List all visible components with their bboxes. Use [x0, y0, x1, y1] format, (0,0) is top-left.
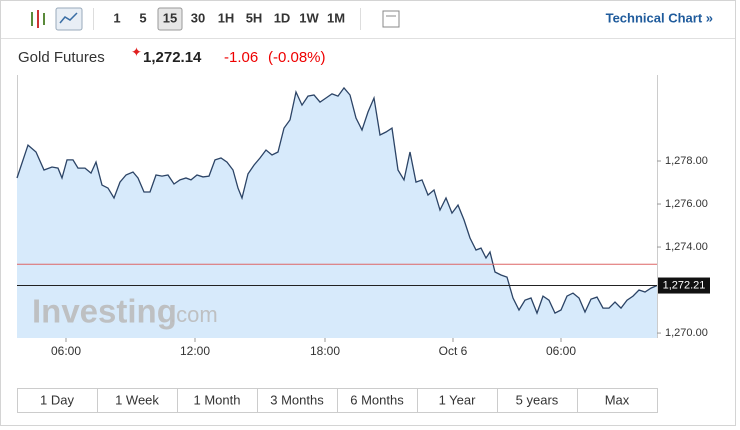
range-label[interactable]: 1 Day [40, 392, 74, 407]
range-label[interactable]: 3 Months [270, 392, 324, 407]
y-tick-label: 1,278.00 [665, 155, 708, 167]
instrument-name: Gold Futures [18, 49, 105, 66]
change-percent: (-0.08%) [268, 49, 326, 66]
interval-selected[interactable] [157, 7, 183, 31]
interval-button[interactable]: 1H [218, 10, 235, 25]
watermark-suffix: .com [170, 302, 218, 327]
y-tick-label: 1,276.00 [665, 198, 708, 210]
interval-button[interactable]: 1 [113, 10, 120, 25]
price-line [16, 86, 658, 315]
interval-button[interactable]: 15 [163, 10, 177, 25]
interval-button[interactable]: 5H [246, 10, 263, 25]
area [17, 87, 657, 339]
range-label[interactable]: 1 Year [439, 392, 477, 407]
alert-icon: ✦ [131, 44, 142, 59]
range-label[interactable]: 1 Month [194, 392, 241, 407]
last-price-label: 1,272.21 [663, 279, 706, 291]
range-label[interactable]: 6 Months [350, 392, 404, 407]
range-button[interactable] [337, 388, 418, 413]
range-label[interactable]: Max [605, 392, 630, 407]
settings-icon[interactable] [382, 10, 400, 28]
range-button[interactable] [497, 388, 578, 413]
x-tick-label: Oct 6 [439, 344, 468, 358]
watermark-brand: Investing [32, 293, 177, 330]
y-tick-label: 1,270.00 [665, 327, 708, 339]
x-tick-label: 18:00 [310, 344, 340, 358]
interval-button[interactable]: 1W [299, 10, 319, 25]
price: 1,272.14 [143, 49, 202, 66]
range-button[interactable] [17, 388, 98, 413]
x-tick-label: 06:00 [51, 344, 81, 358]
range-button[interactable] [257, 388, 338, 413]
change: -1.06 [224, 49, 258, 66]
interval-button[interactable]: 1M [327, 10, 345, 25]
technical-chart-link[interactable]: Technical Chart » [606, 10, 713, 25]
candle-icon[interactable] [31, 10, 45, 28]
interval-button[interactable]: 1D [274, 10, 291, 25]
interval-button[interactable]: 5 [139, 10, 146, 25]
x-tick-label: 12:00 [180, 344, 210, 358]
line-icon-glyph [59, 12, 78, 24]
range-button[interactable] [577, 388, 658, 413]
y-tick-label: 1,274.00 [665, 241, 708, 253]
range-label[interactable]: 1 Week [115, 392, 159, 407]
range-button[interactable] [177, 388, 258, 413]
last-price-box [658, 277, 710, 294]
range-button[interactable] [97, 388, 178, 413]
range-label[interactable]: 5 years [516, 392, 559, 407]
interval-button[interactable]: 30 [191, 10, 205, 25]
x-tick-label: 06:00 [546, 344, 576, 358]
